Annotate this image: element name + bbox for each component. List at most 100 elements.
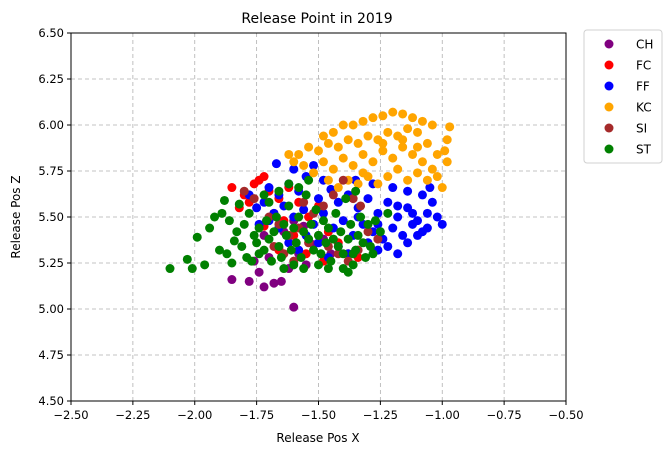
y-tick-label: 4.75	[38, 348, 64, 362]
data-point	[403, 238, 413, 248]
data-point	[269, 227, 279, 237]
data-point	[338, 175, 348, 185]
grid-lines	[71, 33, 566, 401]
data-point	[284, 201, 294, 211]
data-point	[383, 172, 393, 182]
data-point	[289, 302, 299, 312]
data-point	[373, 179, 383, 189]
data-point	[252, 203, 262, 213]
data-point	[358, 168, 368, 178]
data-point	[222, 249, 232, 259]
data-point	[328, 190, 338, 200]
data-point	[363, 131, 373, 141]
y-tick-label: 5.00	[38, 302, 64, 316]
data-point	[309, 168, 319, 178]
data-point	[328, 127, 338, 137]
data-point	[331, 208, 341, 218]
data-point	[229, 236, 239, 246]
data-point	[403, 186, 413, 196]
data-point	[358, 149, 368, 159]
data-point	[427, 120, 437, 130]
data-point	[210, 212, 220, 222]
data-point	[227, 183, 237, 193]
data-point	[445, 122, 455, 132]
data-point	[388, 223, 398, 233]
chart-title: Release Point in 2019	[241, 11, 392, 27]
data-point	[289, 164, 299, 174]
legend-marker	[604, 39, 614, 49]
data-point	[294, 245, 304, 255]
data-point	[289, 260, 299, 270]
y-tick-label: 6.50	[38, 26, 64, 40]
data-point	[227, 275, 237, 285]
data-point	[378, 111, 388, 121]
data-point	[237, 241, 247, 251]
data-point	[351, 186, 361, 196]
data-point	[346, 219, 356, 229]
legend-label: KC	[636, 101, 652, 115]
data-point	[398, 135, 408, 145]
x-tick-label: −1.75	[239, 408, 274, 422]
data-point	[274, 241, 284, 251]
data-point	[353, 179, 363, 189]
data-point	[227, 258, 237, 268]
data-point	[259, 190, 269, 200]
data-point	[182, 254, 192, 264]
data-point	[254, 223, 264, 233]
data-point	[254, 175, 264, 185]
data-point	[219, 195, 229, 205]
data-point	[393, 212, 403, 222]
legend-marker	[604, 60, 614, 70]
data-point	[326, 256, 336, 266]
x-tick-label: −1.25	[363, 408, 398, 422]
data-point	[244, 276, 254, 286]
data-point	[244, 208, 254, 218]
data-point	[338, 249, 348, 259]
data-point	[264, 234, 274, 244]
data-point	[249, 230, 259, 240]
y-tick-label: 6.25	[38, 72, 64, 86]
data-point	[269, 278, 279, 288]
data-point	[284, 238, 294, 248]
series-st	[165, 175, 393, 277]
data-point	[408, 149, 418, 159]
x-axis-label: Release Pos X	[276, 431, 359, 445]
data-point	[417, 116, 427, 126]
legend-label: FC	[636, 59, 651, 73]
data-point	[309, 245, 319, 255]
data-point	[264, 197, 274, 207]
data-point	[363, 219, 373, 229]
data-point	[323, 138, 333, 148]
y-axis: 4.50 4.75 5.00 5.25 5.50 5.75 6.00 6.25 6.50	[38, 26, 71, 408]
data-point	[294, 212, 304, 222]
data-point	[373, 234, 383, 244]
data-point	[375, 227, 385, 237]
data-point	[425, 183, 435, 193]
data-point	[398, 230, 408, 240]
data-point	[408, 113, 418, 123]
data-point	[338, 216, 348, 226]
data-point	[232, 227, 242, 237]
data-point	[323, 175, 333, 185]
data-point	[427, 197, 437, 207]
data-point	[252, 238, 262, 248]
y-tick-label: 5.25	[38, 256, 64, 270]
data-point	[323, 264, 333, 274]
data-point	[294, 183, 304, 193]
data-point	[276, 276, 286, 286]
x-tick-label: −1.50	[301, 408, 336, 422]
legend-frame	[583, 29, 663, 164]
data-point	[432, 149, 442, 159]
legend-label: FF	[636, 80, 650, 94]
legend-label: SI	[636, 122, 647, 136]
data-point	[378, 146, 388, 156]
data-point	[437, 183, 447, 193]
data-point	[284, 179, 294, 189]
data-point	[200, 260, 210, 270]
data-point	[358, 116, 368, 126]
legend-marker	[604, 102, 614, 112]
legend-marker	[604, 123, 614, 133]
data-point	[353, 230, 363, 240]
data-point	[291, 238, 301, 248]
data-point	[388, 107, 398, 117]
